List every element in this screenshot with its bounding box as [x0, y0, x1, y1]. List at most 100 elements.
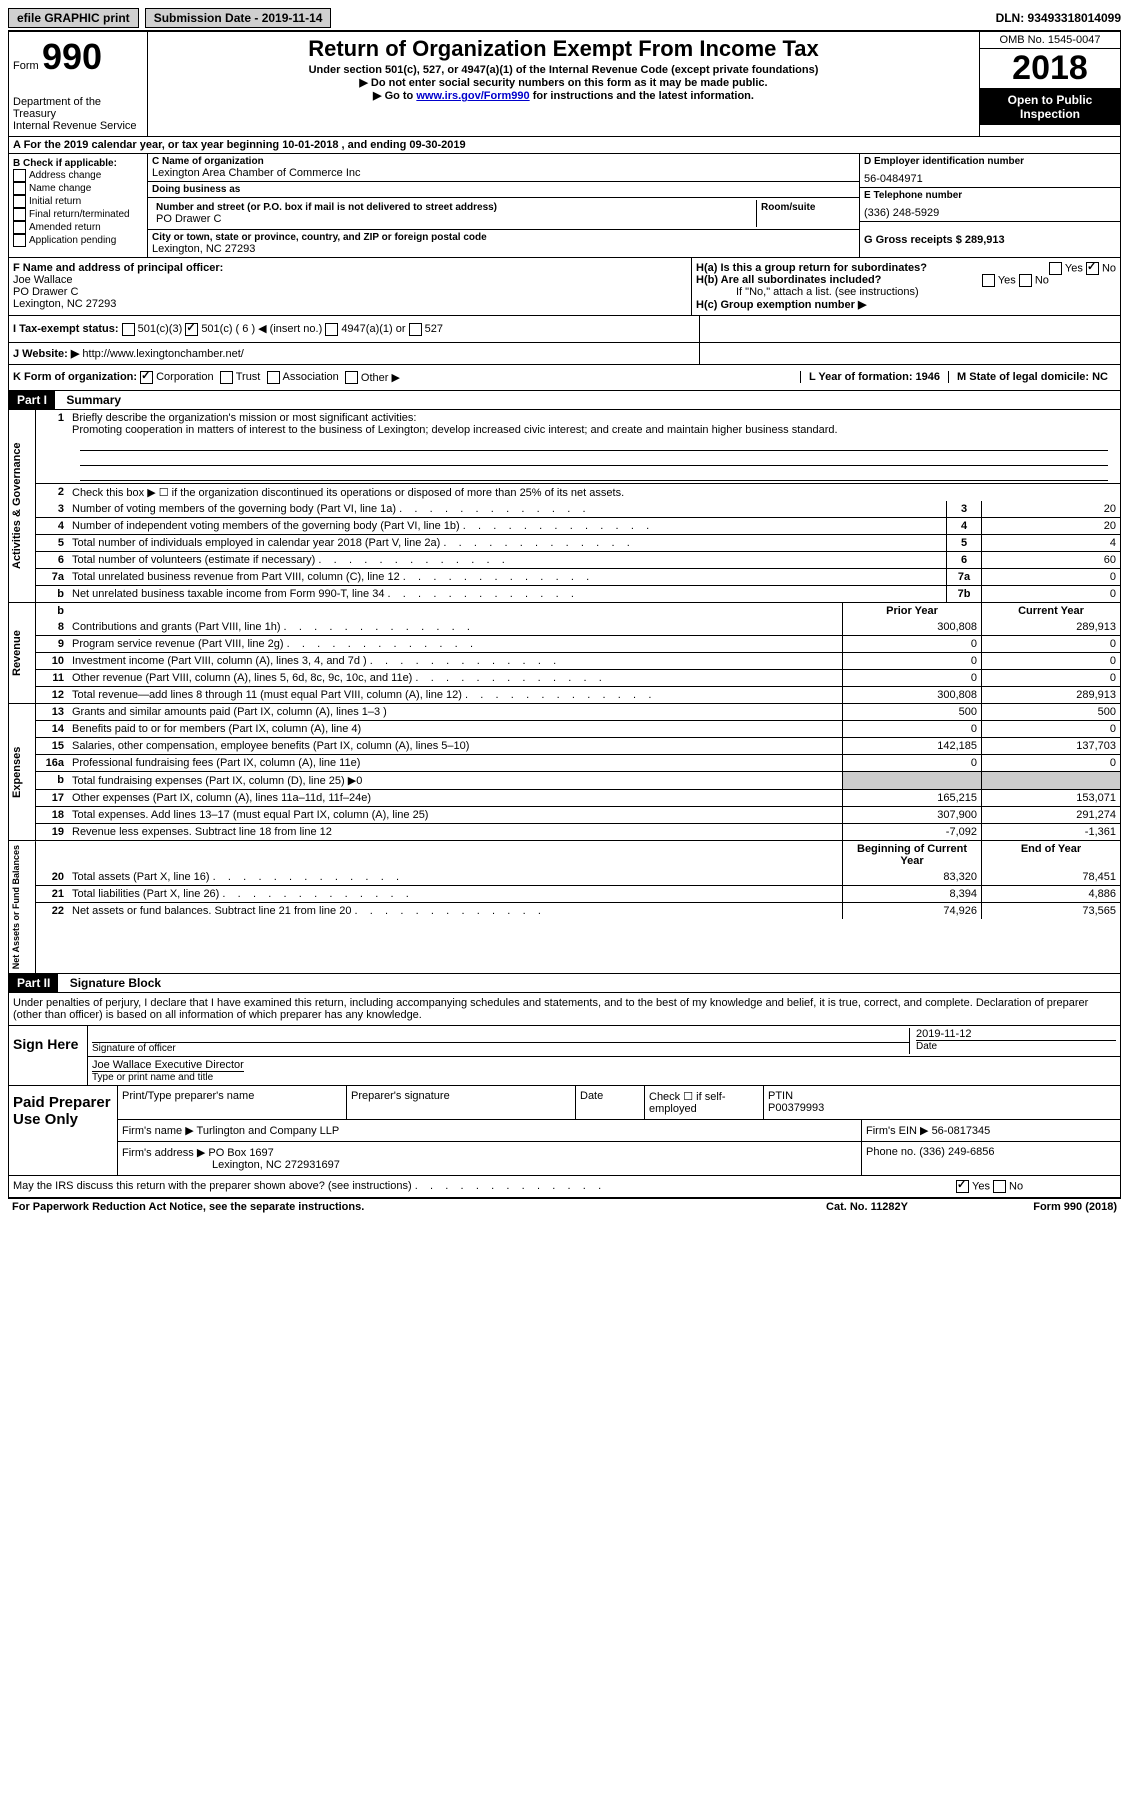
part2-header: Part II Signature Block: [8, 974, 1121, 993]
cb-assoc[interactable]: [267, 371, 280, 384]
cb-corp[interactable]: [140, 371, 153, 384]
current-year-header: Current Year: [981, 603, 1120, 619]
prep-name-label: Print/Type preparer's name: [118, 1086, 347, 1119]
addr-label: Number and street (or P.O. box if mail i…: [156, 202, 752, 213]
cb-initial-return[interactable]: [13, 195, 26, 208]
j-label: J Website: ▶: [13, 348, 79, 360]
part1-badge: Part I: [9, 391, 55, 409]
efile-button[interactable]: efile GRAPHIC print: [8, 8, 139, 28]
info-grid: B Check if applicable: Address change Na…: [8, 154, 1121, 258]
prep-date-label: Date: [576, 1086, 645, 1119]
footer-right: Form 990 (2018): [967, 1201, 1117, 1213]
signature-block: Under penalties of perjury, I declare th…: [8, 993, 1121, 1086]
vlabel-ag: Activities & Governance: [9, 410, 36, 602]
officer-name-title: Joe Wallace Executive Director: [92, 1059, 244, 1072]
firm-name: Turlington and Company LLP: [197, 1125, 340, 1137]
opt-4947: 4947(a)(1) or: [341, 323, 405, 335]
gross-receipts: G Gross receipts $ 289,913: [864, 234, 1005, 246]
hint2-pre: ▶ Go to: [373, 90, 416, 102]
hb-yes[interactable]: [982, 274, 995, 287]
top-bar: efile GRAPHIC print Submission Date - 20…: [8, 8, 1121, 32]
ha-yes-label: Yes: [1065, 262, 1083, 274]
opt-corp: Corporation: [156, 371, 213, 383]
cb-501c3[interactable]: [122, 323, 135, 336]
line1-text: Promoting cooperation in matters of inte…: [72, 424, 838, 436]
ha-label: H(a) Is this a group return for subordin…: [696, 262, 927, 274]
part1-header: Part I Summary: [8, 391, 1121, 410]
hint-ssn: ▶ Do not enter social security numbers o…: [152, 76, 975, 89]
net-assets-section: Net Assets or Fund Balances Beginning of…: [8, 841, 1121, 974]
website-value: http://www.lexingtonchamber.net/: [82, 348, 243, 360]
submission-date-button[interactable]: Submission Date - 2019-11-14: [145, 8, 332, 28]
firm-addr-label: Firm's address ▶: [122, 1147, 205, 1159]
ha-yes[interactable]: [1049, 262, 1062, 275]
firm-name-label: Firm's name ▶: [122, 1125, 194, 1137]
opt-501c: 501(c) ( 6 ) ◀ (insert no.): [201, 323, 322, 335]
revenue-section: Revenue b Prior Year Current Year 8Contr…: [8, 603, 1121, 704]
firm-ein: 56-0817345: [932, 1125, 991, 1137]
cb-name-change[interactable]: [13, 182, 26, 195]
penalty-text: Under penalties of perjury, I declare th…: [9, 993, 1120, 1025]
sign-here-label: Sign Here: [9, 1026, 88, 1085]
dept-treasury: Department of the Treasury: [13, 96, 143, 120]
cb-final-return[interactable]: [13, 208, 26, 221]
hb-no[interactable]: [1019, 274, 1032, 287]
cb-amended[interactable]: [13, 221, 26, 234]
dln-text: DLN: 93493318014099: [996, 11, 1121, 25]
discuss-text: May the IRS discuss this return with the…: [9, 1176, 952, 1197]
cb-527[interactable]: [409, 323, 422, 336]
addr-value: PO Drawer C: [156, 213, 752, 225]
cb-pending[interactable]: [13, 234, 26, 247]
ha-no-label: No: [1102, 262, 1116, 274]
preparer-block: Paid Preparer Use Only Print/Type prepar…: [8, 1086, 1121, 1176]
discuss-yes[interactable]: [956, 1180, 969, 1193]
tax-year: 2018: [980, 49, 1120, 89]
cb-4947[interactable]: [325, 323, 338, 336]
irs-link[interactable]: www.irs.gov/Form990: [416, 90, 529, 102]
vlabel-exp: Expenses: [9, 704, 36, 840]
part1-title: Summary: [58, 393, 121, 407]
city-label: City or town, state or province, country…: [152, 232, 855, 243]
cb-other[interactable]: [345, 371, 358, 384]
form-word: Form: [13, 60, 39, 72]
cb-trust[interactable]: [220, 371, 233, 384]
phone-value: (336) 248-5929: [864, 201, 1116, 219]
ptin-label: PTIN: [768, 1090, 793, 1102]
end-year-header: End of Year: [981, 841, 1120, 869]
firm-ein-label: Firm's EIN ▶: [866, 1125, 929, 1137]
cb-pending-label: Application pending: [29, 235, 116, 246]
opt-501c3: 501(c)(3): [138, 323, 183, 335]
discuss-no[interactable]: [993, 1180, 1006, 1193]
sig-date: 2019-11-12: [916, 1028, 1116, 1040]
cb-501c[interactable]: [185, 323, 198, 336]
footer-left: For Paperwork Reduction Act Notice, see …: [12, 1201, 767, 1213]
dba-label: Doing business as: [152, 184, 855, 195]
org-name-label: C Name of organization: [152, 156, 855, 167]
hint2-post: for instructions and the latest informat…: [530, 90, 754, 102]
firm-addr2: Lexington, NC 272931697: [122, 1159, 340, 1171]
part2-badge: Part II: [9, 974, 58, 992]
discuss-yes-label: Yes: [972, 1180, 990, 1192]
sig-officer-label: Signature of officer: [92, 1042, 909, 1054]
i-label: I Tax-exempt status:: [13, 323, 119, 335]
omb-number: OMB No. 1545-0047: [980, 32, 1120, 49]
cb-address-change-label: Address change: [29, 170, 101, 181]
row-i: I Tax-exempt status: 501(c)(3) 501(c) ( …: [8, 316, 1121, 343]
form-subtitle: Under section 501(c), 527, or 4947(a)(1)…: [309, 64, 819, 76]
l-year: L Year of formation: 1946: [809, 371, 940, 383]
public-inspection: Open to Public Inspection: [980, 89, 1120, 125]
cb-name-change-label: Name change: [29, 183, 91, 194]
ein-value: 56-0484971: [864, 167, 1116, 185]
discuss-row: May the IRS discuss this return with the…: [8, 1176, 1121, 1198]
form-number: 990: [42, 36, 102, 77]
prep-selfemp: Check ☐ if self-employed: [645, 1086, 764, 1119]
phone-label: E Telephone number: [864, 190, 1116, 201]
f-label: F Name and address of principal officer:: [13, 262, 687, 274]
part2-title: Signature Block: [62, 976, 161, 990]
cb-address-change[interactable]: [13, 169, 26, 182]
f-addr1: PO Drawer C: [13, 286, 687, 298]
colb-label: B Check if applicable:: [13, 158, 143, 169]
form-title: Return of Organization Exempt From Incom…: [152, 36, 975, 62]
ha-no[interactable]: [1086, 262, 1099, 275]
footer: For Paperwork Reduction Act Notice, see …: [8, 1198, 1121, 1215]
